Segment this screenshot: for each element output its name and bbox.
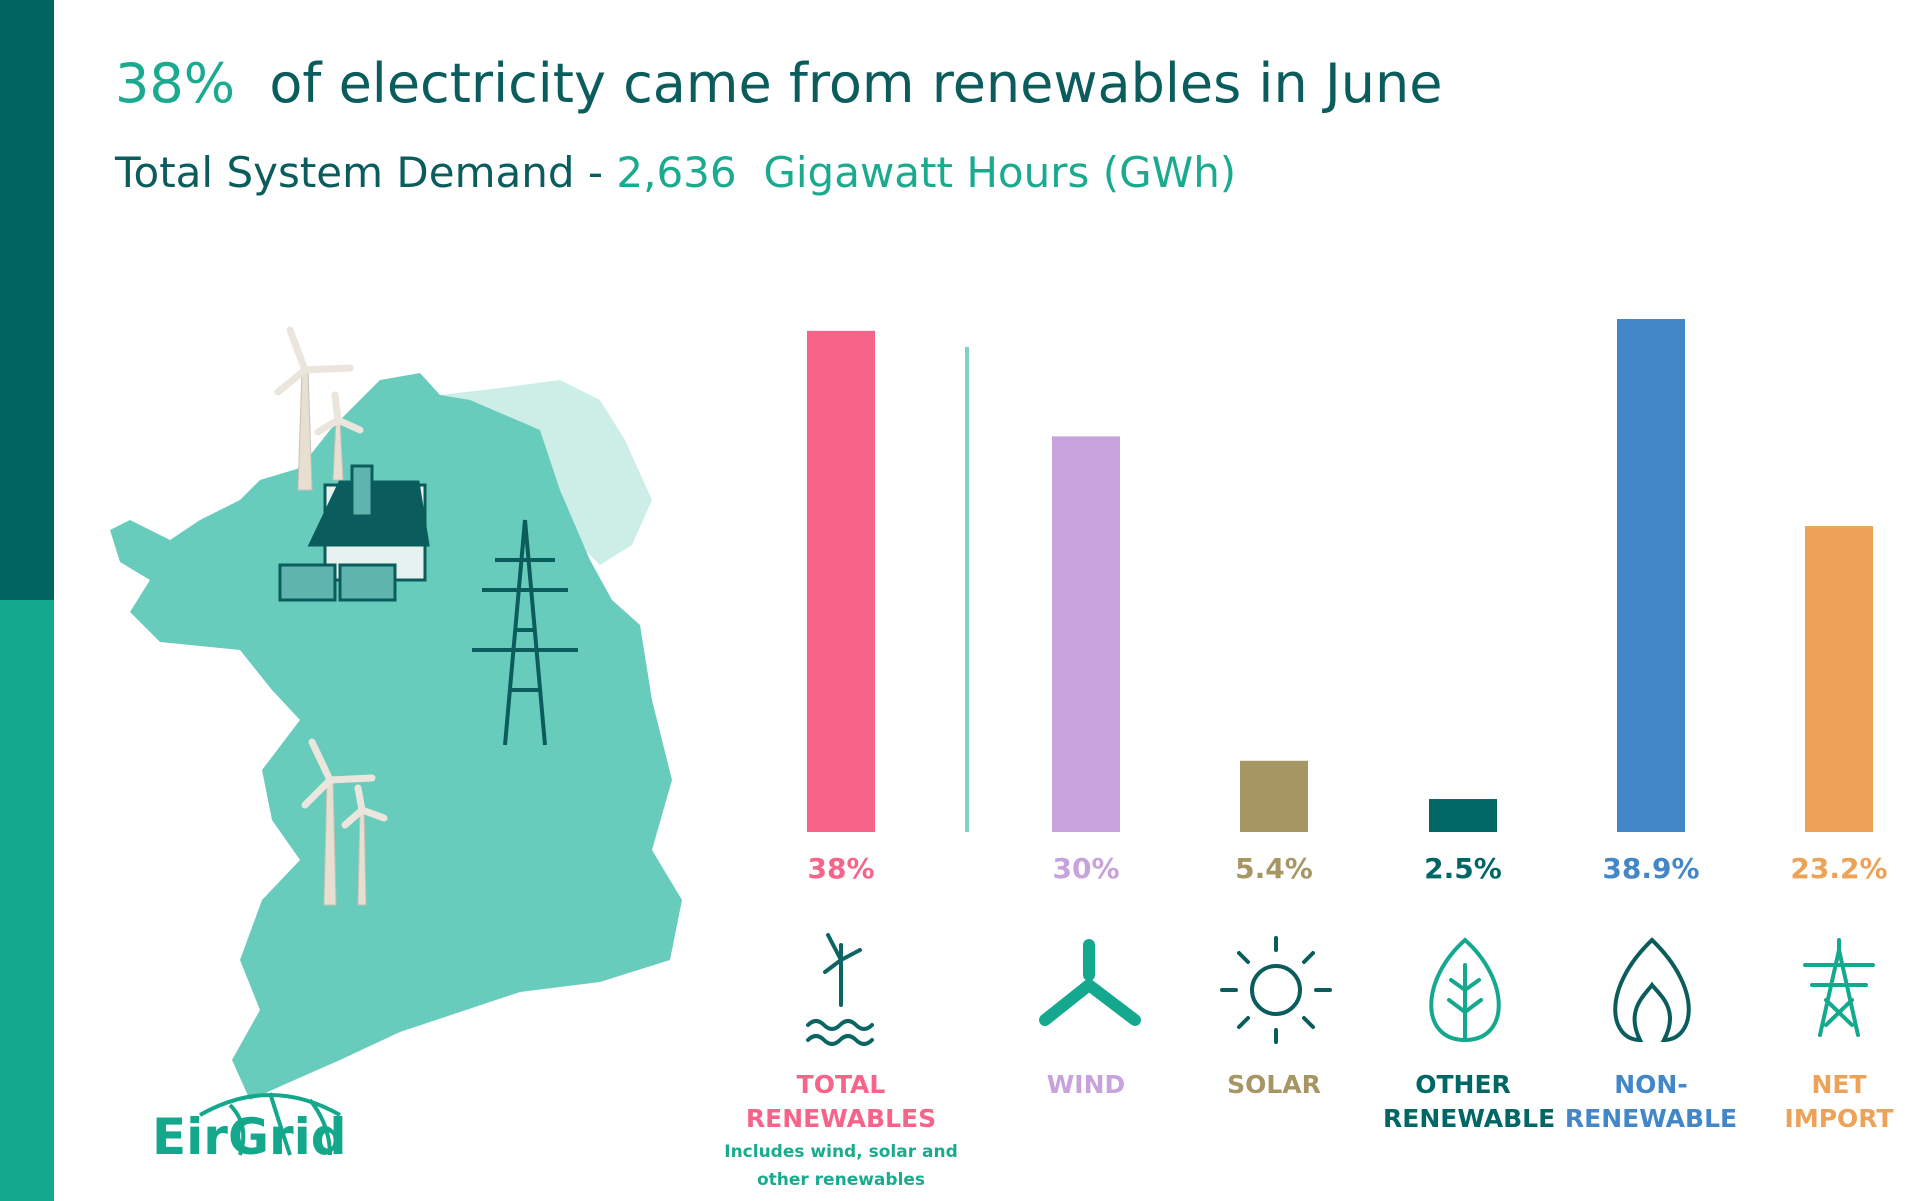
- subtitle-unit: Gigawatt Hours (GWh): [763, 148, 1237, 197]
- icons: [806, 933, 1875, 1046]
- title-text: of electricity came from renewables in J…: [269, 52, 1443, 115]
- value-label: 23.2%: [1790, 852, 1888, 885]
- bar: [807, 330, 875, 832]
- bar: [1805, 526, 1873, 832]
- value-label: 2.5%: [1424, 852, 1502, 885]
- category-label: OTHER RENEWABLE: [1383, 1070, 1556, 1133]
- category-label: NET IMPORT: [1784, 1070, 1894, 1133]
- category-label: TOTAL RENEWABLES: [745, 1070, 937, 1133]
- logo: EirGrid: [152, 1108, 347, 1166]
- logo-text: EirGrid: [152, 1108, 347, 1166]
- subtitle: Total System Demand - 2,636 Gigawatt Hou…: [115, 148, 1236, 197]
- title: 38% of electricity came from renewables …: [115, 52, 1442, 115]
- subtitle-value: 2,636: [616, 148, 737, 197]
- category-label: NON-RENEWABLE: [1564, 1070, 1738, 1133]
- note: Includes wind, solar and other renewable…: [724, 1142, 958, 1190]
- title-value: 38%: [115, 52, 236, 115]
- map: [110, 326, 682, 1100]
- stripe-top: [0, 0, 54, 600]
- logo-arc: [199, 1092, 341, 1156]
- bar: [1617, 319, 1685, 832]
- category-label: WIND: [1046, 1070, 1126, 1099]
- value-label: 5.4%: [1235, 852, 1313, 885]
- bar: [1240, 760, 1308, 832]
- bar: [1429, 799, 1497, 832]
- bar: [1052, 436, 1120, 832]
- value-label: 38%: [807, 852, 875, 885]
- stripe-bottom: [0, 600, 54, 1201]
- value-label: 38.9%: [1602, 852, 1700, 885]
- value-label: 30%: [1052, 852, 1120, 885]
- category-label: SOLAR: [1227, 1070, 1321, 1099]
- subtitle-text: Total System Demand -: [115, 148, 604, 197]
